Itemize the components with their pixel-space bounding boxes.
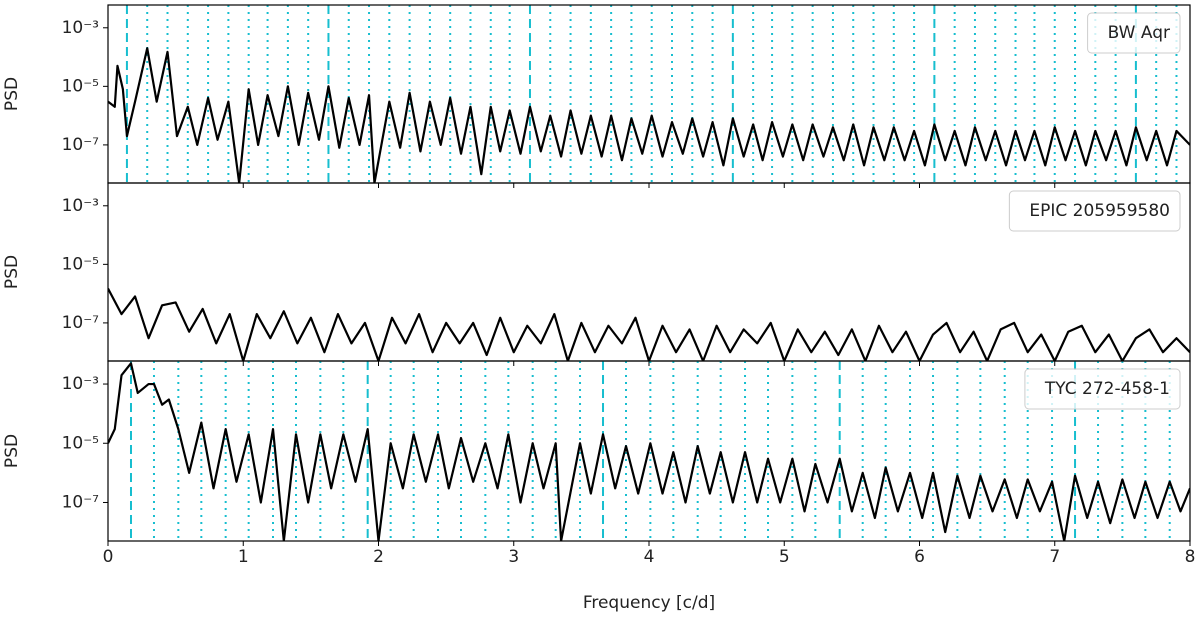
y-axis-label: PSD <box>2 77 22 111</box>
psd-line <box>108 362 1190 541</box>
legend-box <box>1024 368 1181 410</box>
y-tick-label: 10⁻³ <box>62 374 99 394</box>
psd-line <box>108 47 1190 183</box>
legend-label: EPIC 205959580 <box>1029 201 1170 221</box>
y-tick-label: 10⁻³ <box>62 196 99 216</box>
axes-frame <box>107 4 1191 184</box>
legend-label: BW Aqr <box>1108 23 1170 43</box>
y-tick-label: 10⁻⁷ <box>62 492 100 512</box>
x-axis-label: Frequency [c/d] <box>583 593 715 613</box>
psd-line <box>108 287 1190 361</box>
y-tick-label: 10⁻⁵ <box>62 433 99 453</box>
x-tick-label: 1 <box>238 547 249 567</box>
legend-label: TYC 272-458-1 <box>1044 379 1170 399</box>
x-tick-label: 8 <box>1185 547 1196 567</box>
y-tick-label: 10⁻⁵ <box>62 76 99 96</box>
legend-box <box>1087 12 1181 54</box>
x-tick-label: 2 <box>373 547 384 567</box>
y-axis-label: PSD <box>2 255 22 289</box>
x-tick-label: 0 <box>103 547 114 567</box>
x-tick-label: 5 <box>779 547 790 567</box>
x-tick-label: 4 <box>644 547 655 567</box>
legend-box <box>1008 190 1181 232</box>
y-tick-label: 10⁻³ <box>62 18 99 38</box>
x-tick-label: 3 <box>508 547 519 567</box>
y-axis-label: PSD <box>2 434 22 468</box>
y-tick-label: 10⁻⁷ <box>62 135 100 155</box>
x-tick-label: 7 <box>1049 547 1060 567</box>
y-tick-label: 10⁻⁷ <box>62 313 100 333</box>
x-tick-label: 6 <box>914 547 925 567</box>
y-tick-label: 10⁻⁵ <box>62 254 99 274</box>
